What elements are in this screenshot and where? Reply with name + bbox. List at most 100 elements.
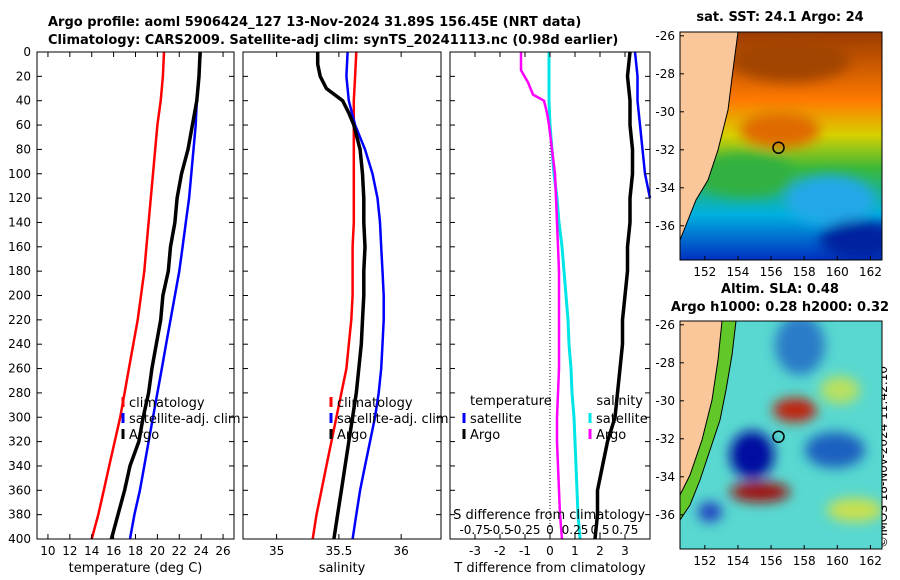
x-tick-label: 22 (172, 544, 187, 558)
map-x-tick-label: 154 (726, 265, 749, 279)
sla-map-frame (679, 320, 883, 550)
legend-label: Argo (596, 428, 626, 443)
top-tick-label: -0.75 (459, 523, 490, 537)
top-tick-label: -0.5 (488, 523, 511, 537)
series-line (311, 51, 358, 540)
legend-label: Argo (470, 428, 500, 443)
temperature-panel: 10 12 14 16 18 20 22 24 26 temperature (deg C) 0 20… (8, 45, 241, 576)
map-x-tick-label: 152 (693, 265, 716, 279)
map-x-tick-label: 156 (760, 265, 783, 279)
x-tick-label: -3 (469, 544, 481, 558)
x-tick-label: 35.5 (326, 544, 353, 558)
plot-frame (36, 51, 235, 540)
sla-eddies (698, 321, 882, 522)
x-tick-label: 36 (394, 544, 409, 558)
series-line (547, 52, 582, 540)
x-tick-label: 26 (215, 544, 230, 558)
series-line (315, 52, 367, 540)
salinity-panel: 35 35.5 36 salinity climatologysatellite-adj… (242, 51, 449, 576)
top-tick-label: 0.75 (612, 523, 639, 537)
y-tick-label: 320 (8, 435, 31, 449)
title-line-1: Argo profile: aoml 5906424_127 13-Nov-20… (48, 15, 582, 30)
x-tick-label: 0 (546, 544, 554, 558)
top-tick-label: 0.25 (562, 523, 589, 537)
y-tick-label: 380 (8, 508, 31, 522)
legend-label: satellite (596, 412, 648, 427)
sst-map-title: sat. SST: 24.1 Argo: 24 (696, 10, 864, 25)
y-tick-label: 160 (8, 240, 31, 254)
map-y-tick-label: -28 (655, 67, 675, 81)
y-tick-label: 300 (8, 410, 31, 424)
sst-map (680, 32, 882, 260)
x-tick-label: 10 (40, 544, 55, 558)
sst-map-axes: 152 154 156 158 160 162 -26 -28 -30 -32 -34 -36 (655, 29, 881, 279)
map-y-tick-label: -36 (655, 508, 675, 522)
map-x-tick-label: 154 (726, 554, 749, 568)
map-y-tick-label: -28 (655, 356, 675, 370)
x-axis-label: temperature (deg C) (69, 561, 203, 576)
x-tick-label: 3 (621, 544, 629, 558)
map-x-tick-label: 152 (693, 554, 716, 568)
map-y-tick-label: -32 (655, 143, 675, 157)
series-line (109, 51, 202, 540)
legend-header-temperature: temperature (470, 394, 552, 409)
sla-map-axes: 152 154 156 158 160 162 -26 -28 -30 -32 -34 -36 (655, 318, 881, 568)
argo-location-marker (772, 141, 785, 154)
legend-label: satellite (470, 412, 522, 427)
series-line (593, 51, 635, 540)
top-tick-label: 0.5 (590, 523, 609, 537)
map-x-tick-label: 158 (793, 265, 816, 279)
x-tick-label: 14 (84, 544, 99, 558)
legend-label: satellite-adj. clim (129, 412, 241, 427)
top-axis-label: S difference from climatology (453, 508, 645, 523)
x-tick-label: 24 (194, 544, 209, 558)
y-tick-label: 260 (8, 362, 31, 376)
legend-label: Argo (337, 428, 367, 443)
x-tick-label: -2 (494, 544, 506, 558)
map-y-tick-label: -34 (655, 470, 675, 484)
sst-map-frame (679, 31, 883, 261)
x-tick-label: 1 (571, 544, 579, 558)
x-tick-label: 20 (150, 544, 165, 558)
plot-frame (242, 51, 442, 540)
y-tick-label: 100 (8, 167, 31, 181)
legend-label: Argo (129, 428, 159, 443)
y-tick-label: 240 (8, 337, 31, 351)
sla-land (680, 321, 723, 496)
x-tick-label: 35 (269, 544, 284, 558)
x-tick-label: 18 (128, 544, 143, 558)
y-tick-label: 0 (23, 45, 31, 59)
map-x-tick-label: 160 (826, 265, 849, 279)
map-y-tick-label: -34 (655, 181, 675, 195)
y-tick-label: 340 (8, 459, 31, 473)
y-tick-label: 40 (16, 94, 31, 108)
x-axis-label: salinity (319, 561, 366, 576)
y-tick-label: 120 (8, 191, 31, 205)
title-line-2: Climatology: CARS2009. Satellite-adj cli… (48, 33, 619, 48)
x-tick-label: 2 (596, 544, 604, 558)
y-tick-label: 220 (8, 313, 31, 327)
y-tick-label: 360 (8, 483, 31, 497)
sst-land (680, 32, 739, 241)
map-y-tick-label: -32 (655, 432, 675, 446)
map-y-tick-label: -26 (655, 318, 675, 332)
map-x-tick-label: 162 (859, 554, 882, 568)
top-tick-label: -0.25 (509, 523, 540, 537)
y-tick-label: 400 (8, 532, 31, 546)
x-tick-label: 16 (106, 544, 121, 558)
x-axis-label: T difference from climatology (453, 561, 646, 576)
legend-label: climatology (337, 396, 413, 411)
map-x-tick-label: 156 (760, 554, 783, 568)
map-y-tick-label: -30 (655, 394, 675, 408)
series-line (128, 51, 202, 540)
sla-map-title-1: Altim. SLA: 0.48 (721, 282, 839, 297)
map-x-tick-label: 162 (859, 265, 882, 279)
series-line (519, 52, 564, 540)
series-line (90, 51, 166, 540)
legend-label: climatology (129, 396, 205, 411)
y-tick-label: 60 (16, 118, 31, 132)
map-y-tick-label: -30 (655, 105, 675, 119)
x-tick-label: -1 (519, 544, 531, 558)
y-tick-label: 280 (8, 386, 31, 400)
y-tick-label: 80 (16, 142, 31, 156)
